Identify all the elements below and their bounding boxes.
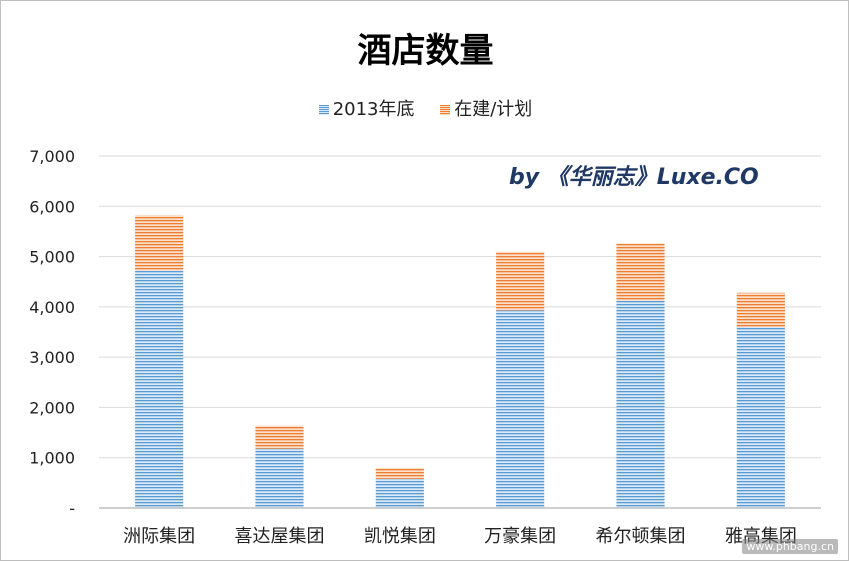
bar-segment (736, 326, 785, 508)
legend: 2013年底 在建/计划 (1, 95, 849, 121)
y-tick-label: 7,000 (29, 147, 75, 166)
y-axis-ticks: - 1,000 2,000 3,000 4,000 5,000 6,000 7,000 (29, 147, 75, 518)
y-tick-label: - (69, 499, 75, 518)
y-tick-label: 1,000 (29, 449, 75, 468)
gridlines (99, 155, 821, 459)
x-tick-label: 希尔顿集团 (596, 526, 686, 547)
y-tick-label: 2,000 (29, 398, 75, 417)
bar-segment (375, 467, 424, 479)
chart-title: 酒店数量 (357, 31, 494, 71)
x-tick-label: 万豪集团 (484, 526, 556, 547)
x-tick-label: 喜达屋集团 (235, 526, 325, 547)
bar-segment (736, 292, 785, 327)
legend-item-2013: 2013年底 (318, 95, 415, 121)
watermark: www.phbang.cn (742, 539, 838, 554)
y-tick-label: 6,000 (29, 197, 75, 216)
bar-segment (255, 448, 304, 508)
bars (135, 215, 785, 508)
bar-segment (496, 251, 545, 311)
bar-segment (255, 425, 304, 449)
y-tick-label: 3,000 (29, 348, 75, 367)
x-axis-ticks: 洲际集团 喜达屋集团 凯悦集团 万豪集团 希尔顿集团 雅高集团 (123, 526, 797, 547)
legend-label-2013: 2013年底 (332, 99, 415, 120)
legend-swatch-2013 (318, 105, 329, 115)
y-tick-label: 4,000 (29, 298, 75, 317)
x-tick-label: 凯悦集团 (364, 526, 436, 547)
bar-segment (135, 215, 184, 271)
bar-segment (375, 478, 424, 508)
legend-label-planned: 在建/计划 (454, 99, 533, 120)
bar-segment (616, 243, 665, 301)
legend-swatch-planned (440, 105, 451, 115)
bar-segment (496, 310, 545, 508)
credit-annotation: by 《华丽志》Luxe.CO (509, 165, 759, 190)
legend-item-planned: 在建/计划 (440, 95, 532, 121)
y-tick-label: 5,000 (29, 248, 75, 267)
bar-segment (616, 300, 665, 508)
x-tick-label: 洲际集团 (123, 526, 195, 547)
bar-segment (135, 270, 184, 508)
